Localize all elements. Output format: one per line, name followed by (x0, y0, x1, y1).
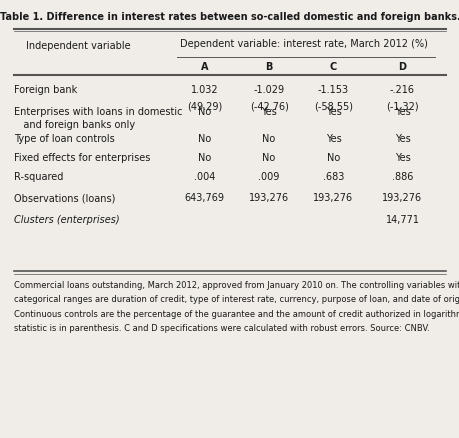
Text: No: No (262, 134, 275, 144)
Text: 643,769: 643,769 (185, 193, 224, 203)
Text: 193,276: 193,276 (248, 193, 289, 203)
Text: Yes: Yes (325, 107, 341, 117)
Text: (-1.32): (-1.32) (386, 101, 418, 111)
Text: Yes: Yes (394, 134, 409, 144)
Text: Type of loan controls: Type of loan controls (14, 134, 114, 144)
Text: Table 1. Difference in interest rates between so-called domestic and foreign ban: Table 1. Difference in interest rates be… (0, 12, 459, 22)
Text: No: No (262, 153, 275, 162)
Text: statistic is in parenthesis. C and D specifications were calculated with robust : statistic is in parenthesis. C and D spe… (14, 324, 429, 333)
Text: No: No (326, 153, 339, 162)
Text: -1.029: -1.029 (253, 85, 284, 95)
Text: Foreign bank: Foreign bank (14, 85, 77, 95)
Text: Yes: Yes (394, 153, 409, 162)
Text: D: D (397, 62, 406, 71)
Text: 1.032: 1.032 (190, 85, 218, 95)
Text: Dependent variable: interest rate, March 2012 (%): Dependent variable: interest rate, March… (179, 39, 426, 49)
Text: Fixed effects for enterprises: Fixed effects for enterprises (14, 153, 150, 162)
Text: Observations (loans): Observations (loans) (14, 193, 115, 203)
Text: C: C (329, 62, 336, 71)
Text: categorical ranges are duration of credit, type of interest rate, currency, purp: categorical ranges are duration of credi… (14, 295, 459, 304)
Text: 14,771: 14,771 (385, 215, 419, 225)
Text: Independent variable: Independent variable (26, 41, 130, 51)
Text: Yes: Yes (394, 107, 409, 117)
Text: B: B (265, 62, 272, 71)
Text: Commercial loans outstanding, March 2012, approved from January 2010 on. The con: Commercial loans outstanding, March 2012… (14, 280, 459, 290)
Text: A: A (201, 62, 208, 71)
Text: No: No (198, 134, 211, 144)
Text: .004: .004 (194, 172, 215, 182)
Text: .886: .886 (391, 172, 412, 182)
Text: 193,276: 193,276 (381, 193, 422, 203)
Text: (-42.76): (-42.76) (249, 101, 288, 111)
Text: R-squared: R-squared (14, 172, 63, 182)
Text: -.216: -.216 (389, 85, 414, 95)
Text: Yes: Yes (325, 134, 341, 144)
Text: No: No (198, 107, 211, 117)
Text: Clusters (enterprises): Clusters (enterprises) (14, 215, 119, 225)
Text: .683: .683 (322, 172, 343, 182)
Text: (-58.55): (-58.55) (313, 101, 352, 111)
Text: (49.29): (49.29) (187, 101, 222, 111)
Text: and foreign banks only: and foreign banks only (14, 120, 134, 130)
Text: .009: .009 (258, 172, 279, 182)
Text: Enterprises with loans in domestic: Enterprises with loans in domestic (14, 107, 182, 117)
Text: -1.153: -1.153 (317, 85, 348, 95)
Text: Yes: Yes (261, 107, 276, 117)
Text: No: No (198, 153, 211, 162)
Text: Continuous controls are the percentage of the guarantee and the amount of credit: Continuous controls are the percentage o… (14, 309, 459, 318)
Text: 193,276: 193,276 (313, 193, 353, 203)
